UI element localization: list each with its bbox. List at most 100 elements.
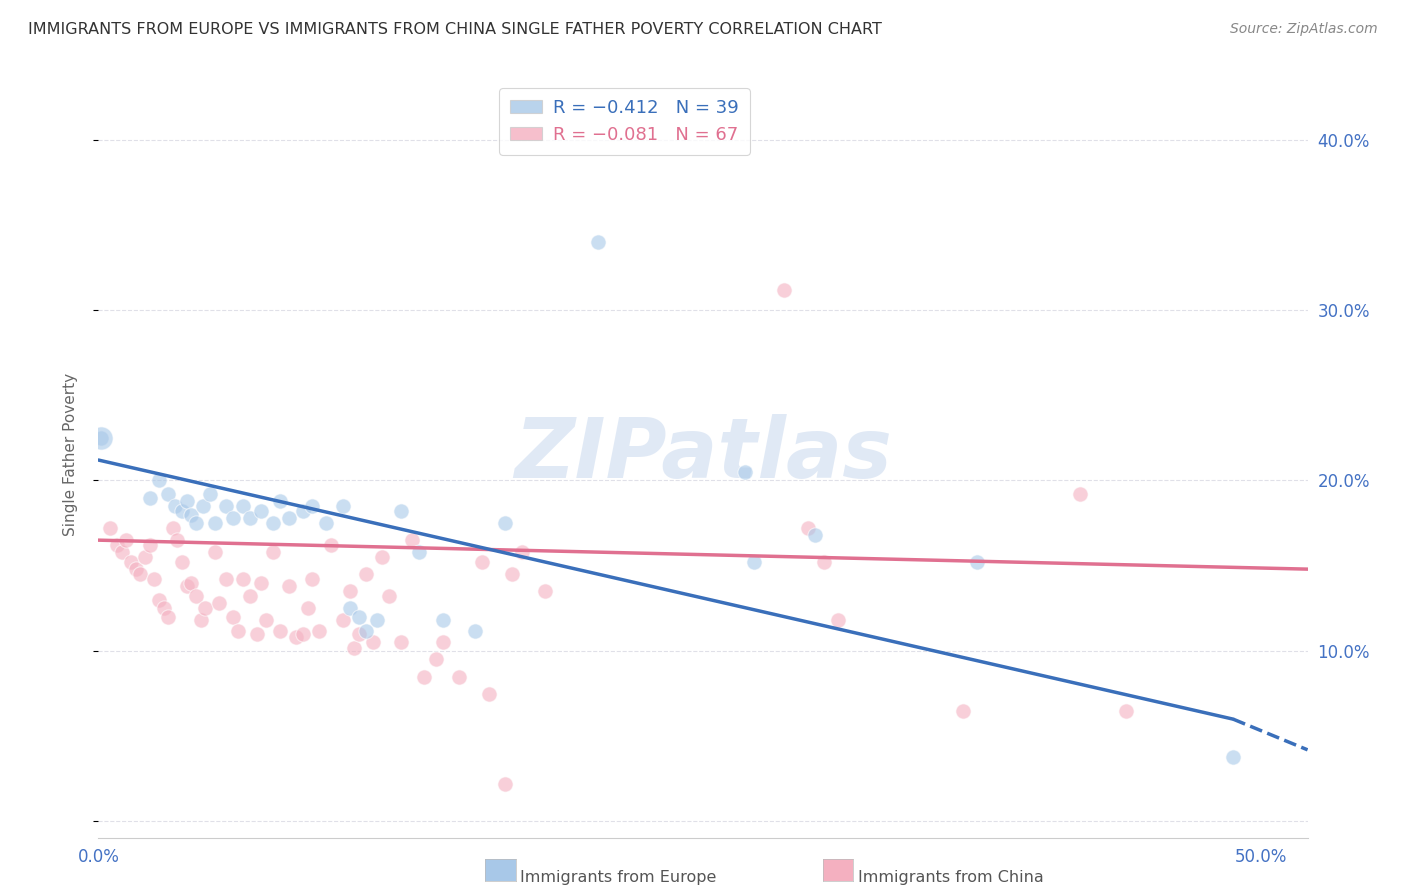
Point (148, 474, 170, 488)
Text: Immigrants from China: Immigrants from China (858, 870, 1043, 885)
Point (510, 545, 533, 559)
Point (408, 545, 430, 559)
Point (301, 499, 323, 513)
Point (297, 601, 319, 615)
Point (432, 635, 454, 649)
Point (157, 487, 180, 501)
Point (262, 545, 284, 559)
Text: ZIPatlas: ZIPatlas (515, 415, 891, 495)
Point (1222, 749, 1244, 764)
Point (180, 575, 202, 590)
Point (278, 579, 301, 593)
Point (432, 613, 454, 627)
Point (129, 567, 152, 582)
Point (157, 610, 180, 624)
Point (803, 528, 825, 542)
Point (250, 504, 273, 518)
Point (250, 575, 273, 590)
Point (239, 511, 262, 525)
Point (494, 777, 516, 791)
Point (315, 516, 337, 530)
Point (176, 494, 198, 508)
Point (98, 521, 121, 535)
Point (378, 590, 401, 604)
Point (269, 494, 291, 508)
Point (134, 550, 156, 565)
Point (301, 573, 323, 587)
Point (120, 555, 142, 569)
Point (339, 601, 361, 615)
Point (292, 627, 315, 641)
Point (180, 508, 202, 522)
Point (239, 590, 262, 604)
Point (371, 550, 394, 565)
Point (471, 555, 494, 569)
Point (773, 283, 796, 297)
Point (204, 545, 226, 559)
Point (361, 635, 384, 649)
Point (813, 555, 835, 569)
Point (115, 533, 138, 548)
Point (138, 538, 160, 552)
Point (734, 465, 756, 479)
Point (215, 499, 238, 513)
Text: IMMIGRANTS FROM EUROPE VS IMMIGRANTS FROM CHINA SINGLE FATHER POVERTY CORRELATIO: IMMIGRANTS FROM EUROPE VS IMMIGRANTS FRO… (28, 22, 882, 37)
Point (254, 613, 277, 627)
Point (534, 584, 557, 599)
Point (138, 491, 160, 505)
Point (143, 573, 166, 587)
Point (176, 579, 198, 593)
Point (269, 624, 291, 638)
Point (494, 516, 516, 530)
Point (827, 613, 849, 627)
Point (413, 669, 436, 683)
Point (389, 635, 412, 649)
Point (742, 555, 765, 569)
Point (232, 573, 254, 587)
Point (191, 499, 214, 513)
Point (162, 521, 184, 535)
Point (148, 592, 170, 607)
Point (222, 511, 245, 525)
Point (447, 669, 470, 683)
Point (389, 504, 412, 518)
Point (1069, 487, 1091, 501)
Point (262, 516, 284, 530)
Point (478, 687, 501, 701)
Point (184, 516, 207, 530)
Point (347, 610, 370, 624)
Point (501, 567, 523, 582)
Point (1115, 704, 1137, 718)
Point (208, 596, 231, 610)
Point (308, 624, 330, 638)
Legend: R = −0.412   N = 39, R = −0.081   N = 67: R = −0.412 N = 39, R = −0.081 N = 67 (499, 88, 749, 154)
Point (165, 499, 187, 513)
Point (152, 601, 174, 615)
Point (354, 567, 377, 582)
Point (226, 624, 249, 638)
Point (245, 627, 267, 641)
Text: Source: ZipAtlas.com: Source: ZipAtlas.com (1230, 22, 1378, 37)
Point (343, 640, 366, 655)
Point (464, 624, 486, 638)
Point (111, 545, 134, 559)
Point (172, 555, 194, 569)
Point (332, 499, 354, 513)
Point (215, 573, 238, 587)
Point (354, 624, 377, 638)
Text: Immigrants from Europe: Immigrants from Europe (520, 870, 717, 885)
Point (184, 590, 207, 604)
Point (332, 613, 354, 627)
Point (90, 431, 112, 445)
Point (222, 610, 245, 624)
Point (278, 511, 301, 525)
Point (285, 630, 308, 644)
Y-axis label: Single Father Poverty: Single Father Poverty (63, 374, 77, 536)
Point (366, 613, 388, 627)
Point (588, 235, 610, 249)
Point (401, 533, 423, 548)
Point (166, 533, 188, 548)
Point (194, 601, 217, 615)
Point (319, 538, 342, 552)
Point (232, 499, 254, 513)
